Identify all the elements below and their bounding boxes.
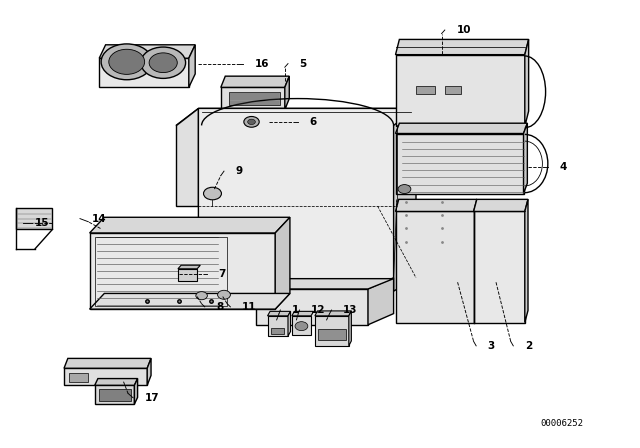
Polygon shape [285, 76, 289, 110]
Circle shape [398, 185, 411, 194]
Text: 15: 15 [35, 218, 49, 228]
Polygon shape [176, 108, 198, 206]
Text: 5: 5 [300, 59, 307, 69]
Polygon shape [134, 379, 138, 404]
Text: 6: 6 [310, 117, 317, 127]
Polygon shape [292, 316, 311, 335]
Polygon shape [268, 311, 291, 316]
Polygon shape [99, 45, 195, 58]
Polygon shape [64, 358, 151, 368]
Polygon shape [95, 379, 138, 385]
Circle shape [244, 116, 259, 127]
Circle shape [248, 119, 255, 125]
Circle shape [141, 47, 186, 78]
Text: 00006252: 00006252 [540, 419, 584, 428]
Text: 10: 10 [456, 25, 471, 35]
Polygon shape [189, 45, 195, 87]
Circle shape [149, 53, 177, 73]
Polygon shape [396, 55, 525, 126]
Text: 17: 17 [145, 393, 159, 403]
Polygon shape [256, 289, 368, 325]
Polygon shape [178, 265, 200, 269]
Polygon shape [178, 269, 197, 281]
Polygon shape [275, 217, 290, 309]
Polygon shape [394, 108, 416, 291]
Polygon shape [525, 39, 529, 126]
Polygon shape [90, 217, 290, 233]
Polygon shape [396, 123, 527, 134]
Polygon shape [176, 108, 416, 125]
Text: 4: 4 [559, 162, 567, 172]
Circle shape [109, 49, 145, 74]
Polygon shape [445, 86, 461, 94]
Polygon shape [396, 134, 524, 194]
Polygon shape [474, 199, 528, 211]
Text: 7: 7 [218, 269, 226, 279]
Text: 12: 12 [311, 305, 326, 315]
Polygon shape [525, 199, 528, 323]
Text: 8: 8 [216, 302, 223, 312]
Text: 13: 13 [343, 305, 358, 315]
Text: 3: 3 [488, 341, 495, 351]
Polygon shape [396, 199, 477, 211]
Circle shape [196, 292, 207, 300]
Polygon shape [99, 389, 131, 401]
Circle shape [204, 187, 221, 200]
Polygon shape [396, 211, 474, 323]
Text: 11: 11 [242, 302, 257, 312]
Polygon shape [416, 86, 435, 94]
Circle shape [295, 322, 308, 331]
Polygon shape [16, 208, 52, 229]
Polygon shape [474, 211, 525, 323]
Polygon shape [349, 311, 351, 346]
Polygon shape [315, 316, 349, 346]
Circle shape [218, 290, 230, 299]
Polygon shape [221, 87, 285, 110]
Polygon shape [69, 373, 88, 382]
Polygon shape [292, 311, 314, 316]
Polygon shape [198, 108, 416, 291]
Polygon shape [396, 39, 529, 55]
Polygon shape [268, 316, 288, 336]
Circle shape [101, 44, 152, 80]
Polygon shape [147, 358, 151, 385]
Polygon shape [315, 311, 351, 316]
Text: 9: 9 [236, 166, 243, 176]
Polygon shape [99, 58, 189, 87]
Polygon shape [229, 92, 280, 105]
Text: 2: 2 [525, 341, 532, 351]
Polygon shape [90, 233, 275, 309]
Polygon shape [368, 278, 394, 325]
Polygon shape [90, 293, 290, 309]
Polygon shape [271, 328, 284, 334]
Polygon shape [288, 311, 291, 336]
Polygon shape [95, 385, 134, 404]
Text: 1: 1 [292, 305, 299, 315]
Polygon shape [524, 123, 527, 194]
Text: 16: 16 [255, 59, 269, 69]
Polygon shape [256, 279, 394, 289]
Polygon shape [64, 368, 147, 385]
Text: 14: 14 [92, 214, 106, 224]
Polygon shape [318, 329, 346, 340]
Polygon shape [221, 76, 289, 87]
